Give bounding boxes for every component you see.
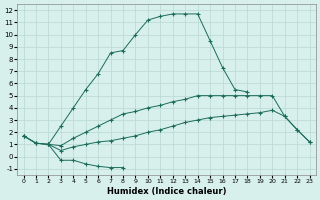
X-axis label: Humidex (Indice chaleur): Humidex (Indice chaleur) <box>107 187 226 196</box>
